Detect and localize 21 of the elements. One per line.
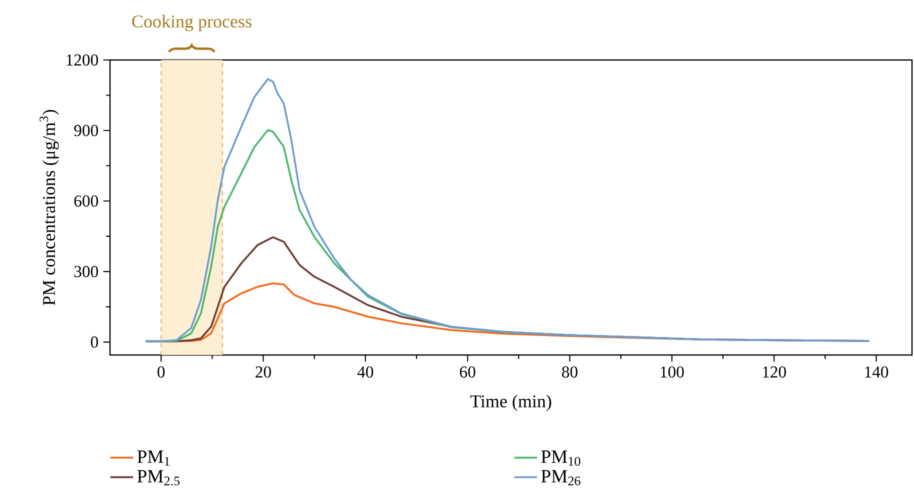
legend-label: PM$_{2.5}$ xyxy=(137,470,180,486)
legend-label: PM$_{1}$ xyxy=(137,450,170,466)
band-label: Cooking process xyxy=(132,14,252,32)
x-tick-label: 40 xyxy=(357,366,374,378)
x-tick-label: 100 xyxy=(660,366,684,378)
x-tick-label: 60 xyxy=(460,366,476,378)
y-tick-label: 300 xyxy=(74,266,98,278)
x-tick-label: 80 xyxy=(562,366,578,378)
x-tick-label: 120 xyxy=(763,366,786,378)
y-tick-label: 600 xyxy=(74,195,98,207)
legend-label: PM$_{10}$ xyxy=(541,450,580,466)
y-tick-label: 0 xyxy=(90,336,98,348)
y-tick-label: 1200 xyxy=(66,54,98,66)
x-tick-label: 0 xyxy=(158,366,165,378)
y-axis-title: PM concentrations (μg/m$^{3}$) xyxy=(40,110,59,306)
x-tick-label: 20 xyxy=(256,366,271,378)
y-tick-label: 900 xyxy=(74,124,98,136)
x-tick-label: 140 xyxy=(865,366,888,378)
legend-label: PM$_{26}$ xyxy=(541,470,580,486)
x-axis-title: Time (min) xyxy=(470,394,552,412)
line-series xyxy=(144,78,870,342)
